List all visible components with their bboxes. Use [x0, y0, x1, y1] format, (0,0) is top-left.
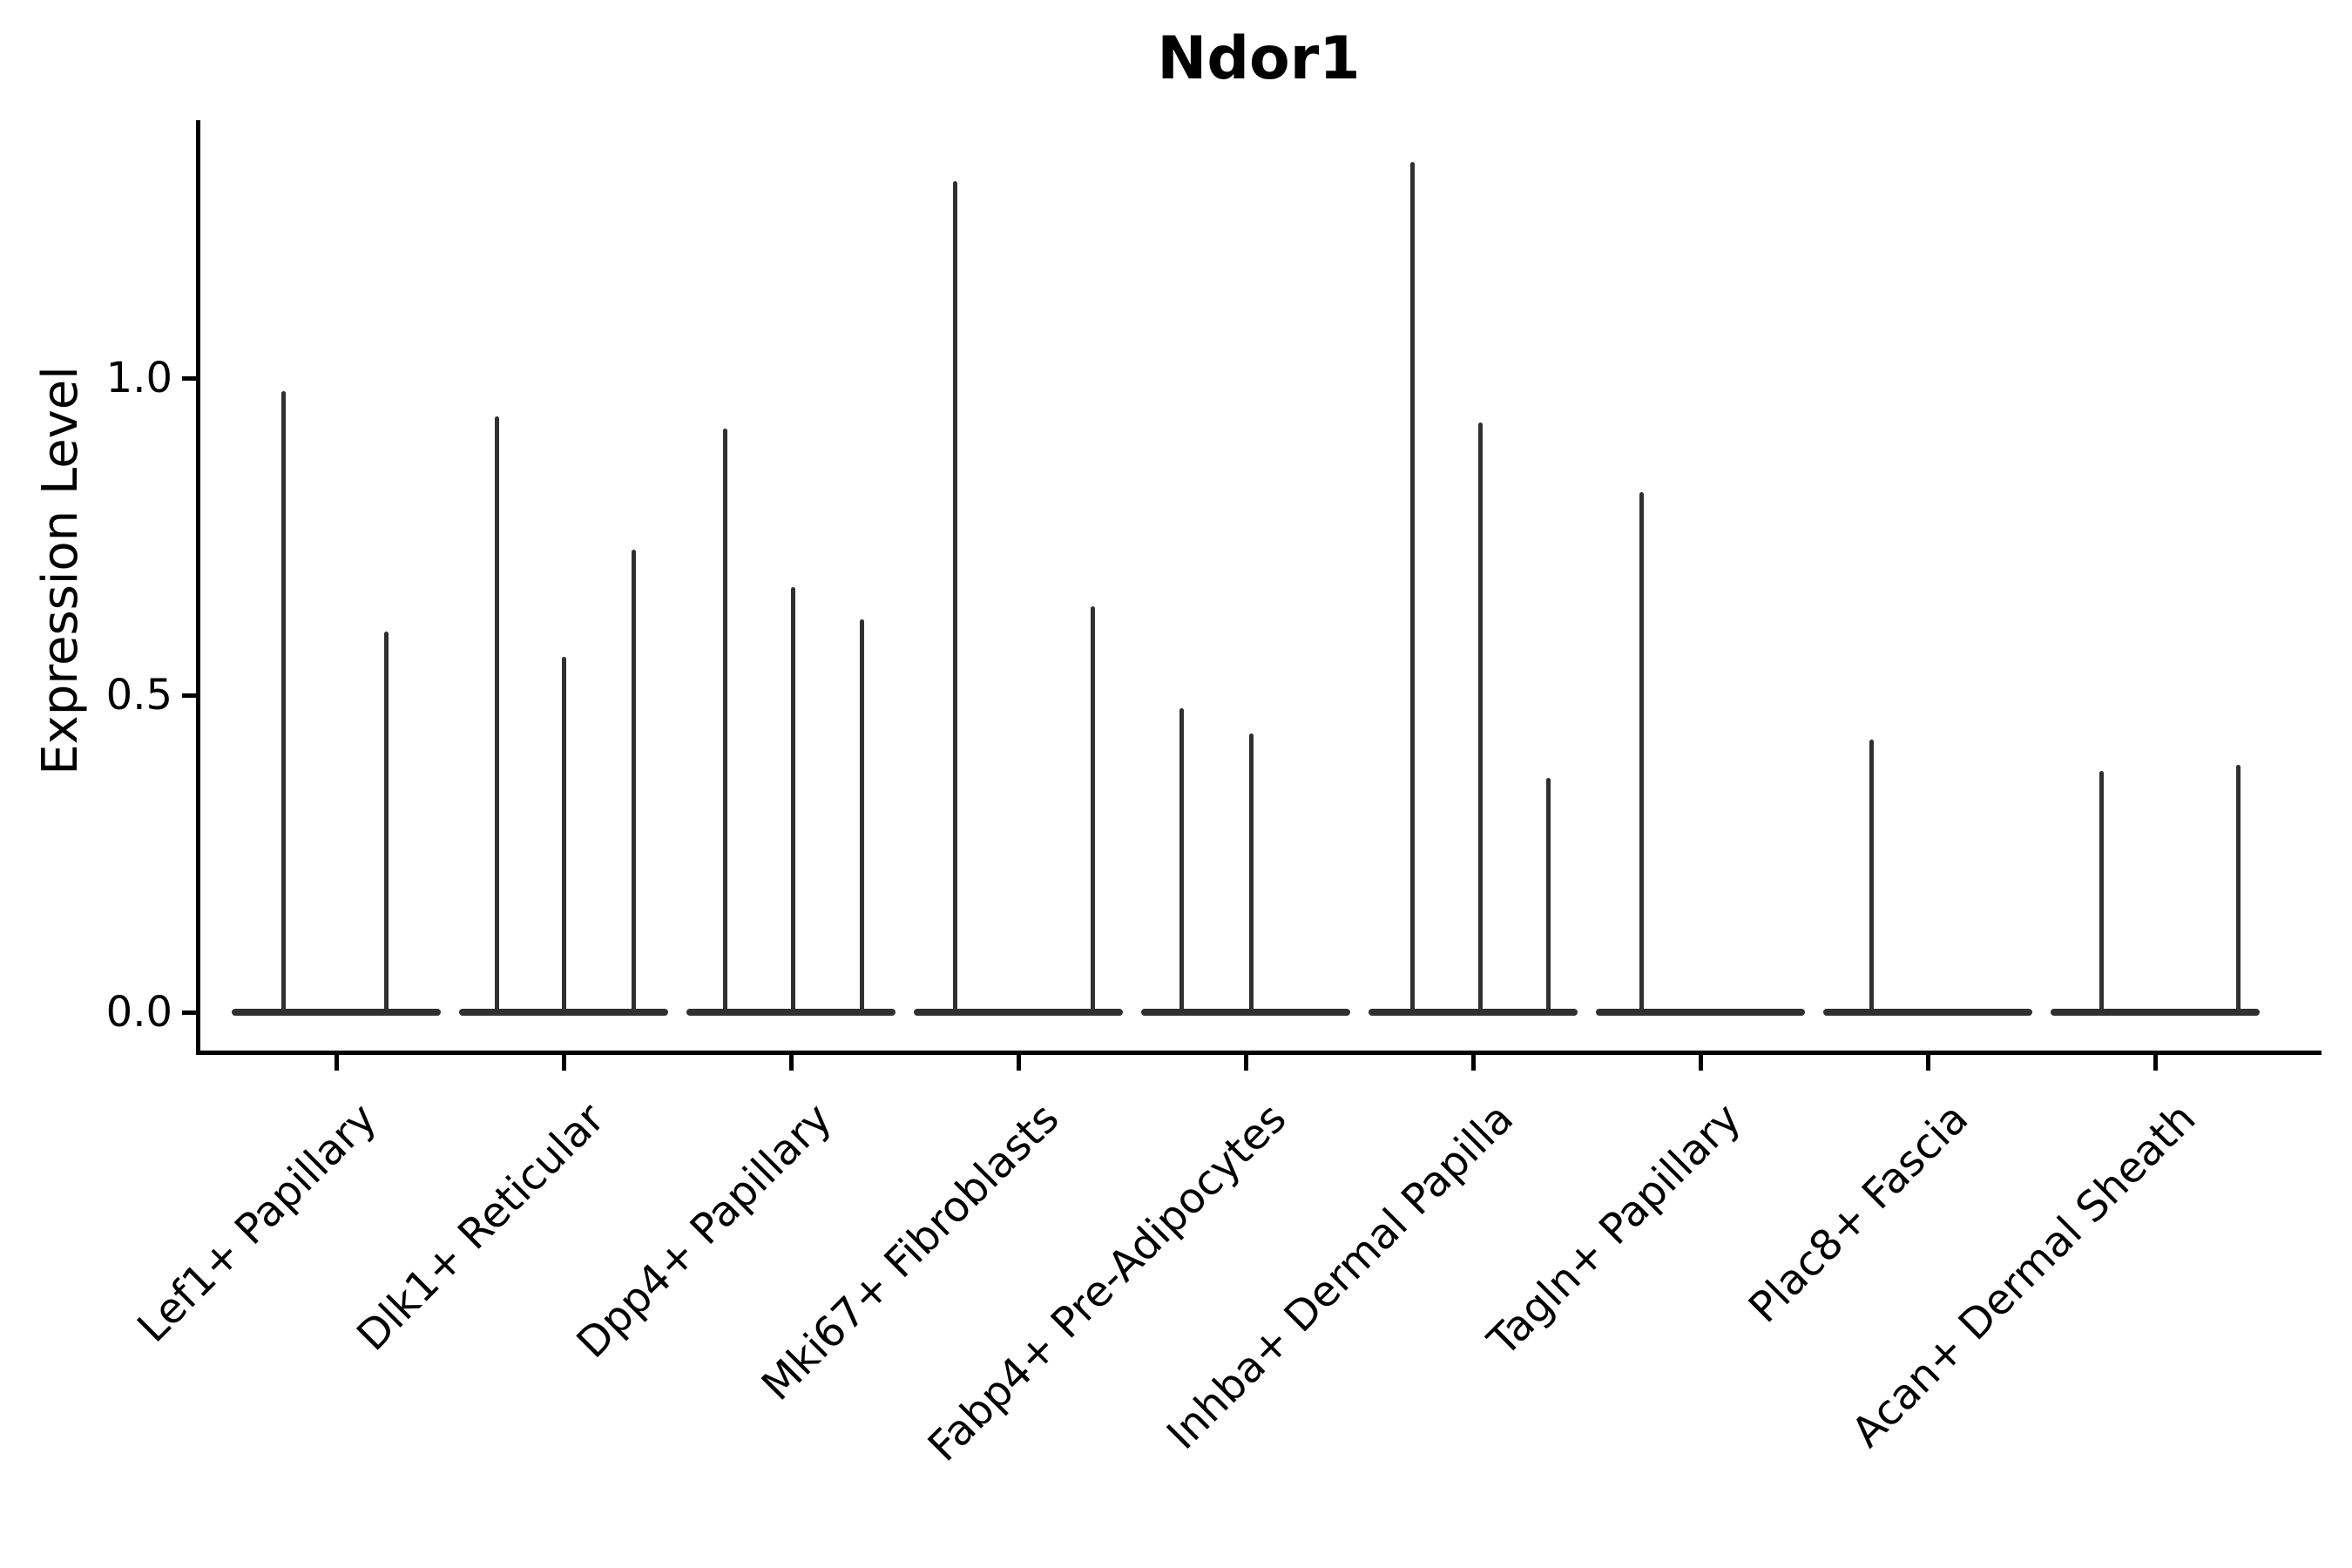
violin-spike: [791, 587, 796, 1016]
x-tick: [1016, 1055, 1021, 1071]
x-tick: [1470, 1055, 1476, 1071]
y-axis-spine: [196, 120, 200, 1055]
violin-baseline: [686, 1009, 896, 1016]
violin-baseline: [1369, 1009, 1578, 1016]
violin-spike: [1546, 777, 1551, 1016]
violin-spike: [1248, 733, 1254, 1016]
violin-spike: [494, 416, 499, 1016]
violin-baseline: [914, 1009, 1123, 1016]
x-tick-label: Plac8+ Fascia: [1739, 1093, 1978, 1333]
x-tick: [788, 1055, 794, 1071]
y-tick: [181, 1010, 196, 1015]
violin-spike: [561, 657, 566, 1016]
x-tick: [561, 1055, 566, 1071]
x-tick: [334, 1055, 339, 1071]
x-axis-spine: [196, 1051, 2322, 1055]
x-tick: [1925, 1055, 1930, 1071]
violin-spike: [281, 390, 287, 1016]
violin-spike: [1409, 162, 1415, 1016]
violin-spike: [2235, 765, 2240, 1016]
violin-spike: [1869, 739, 1874, 1016]
violin-baseline: [2051, 1009, 2260, 1016]
violin-spike: [1639, 492, 1644, 1016]
y-axis-label: Expression Level: [32, 366, 89, 775]
violin-spike: [1478, 422, 1484, 1016]
violin-spike: [953, 181, 958, 1016]
x-tick: [1698, 1055, 1703, 1071]
x-tick-label: Lef1+ Papillary: [128, 1093, 387, 1352]
violin-baseline: [232, 1009, 441, 1016]
y-tick: [181, 693, 196, 698]
violin-spike: [2099, 771, 2104, 1016]
plot-title: Ndor1: [1157, 24, 1361, 93]
x-tick: [2153, 1055, 2158, 1071]
x-tick: [1243, 1055, 1248, 1071]
y-tick-label: 1.0: [105, 354, 172, 402]
y-tick-label: 0.0: [105, 988, 172, 1037]
violin-baseline: [1141, 1009, 1350, 1016]
y-tick-label: 0.5: [105, 671, 172, 720]
y-tick: [181, 375, 196, 381]
violin-baseline: [1823, 1009, 2032, 1016]
x-tick-label: Dpp4+ Papillary: [567, 1093, 841, 1368]
violin-spike: [632, 549, 637, 1016]
violin-spike: [1090, 606, 1095, 1016]
x-tick-label: Tagln+ Papillary: [1478, 1093, 1751, 1366]
violin-baseline: [1596, 1009, 1805, 1016]
violin-spike: [722, 429, 727, 1016]
violin-spike: [1179, 707, 1185, 1016]
x-tick-label: Dlk1+ Reticular: [347, 1093, 614, 1361]
violin-spike: [384, 632, 389, 1016]
violin-spike: [860, 618, 865, 1016]
